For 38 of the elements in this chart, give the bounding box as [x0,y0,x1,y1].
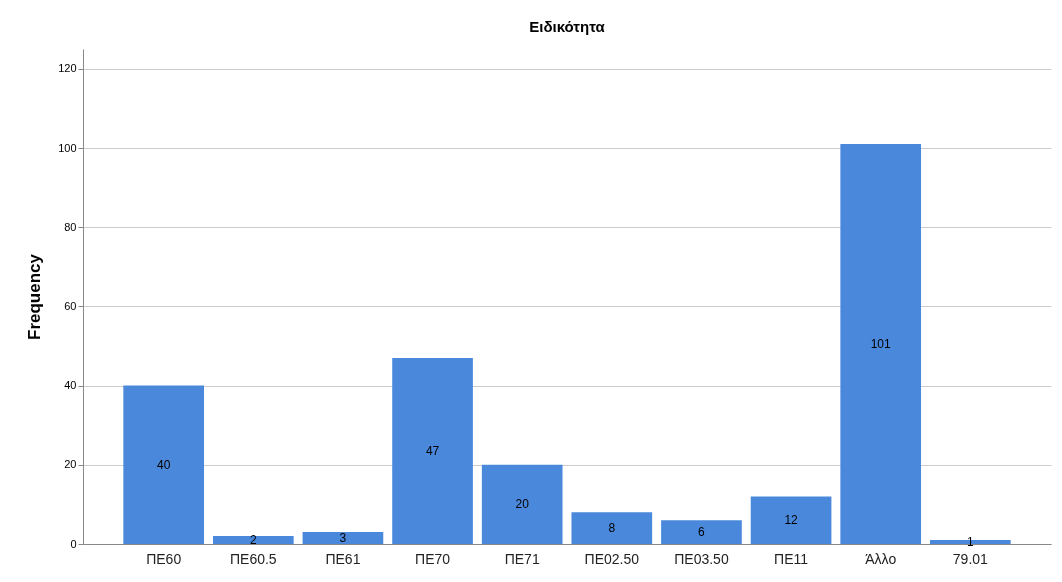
bar [302,532,384,544]
bar [571,512,653,544]
chart-title: Ειδικότητα [529,18,606,35]
bar [392,357,473,544]
bar [840,144,922,544]
bar [212,536,294,544]
bar [661,520,742,544]
x-tick-label: ΠΕ70 [415,550,451,567]
data-label: 8 [608,521,616,536]
y-axis-title: Frequency [25,253,45,340]
x-tick-label: ΠΕ02.50 [584,550,640,567]
data-label: 40 [156,457,171,472]
y-tick-label: 100 [58,141,77,154]
bar [123,385,204,544]
data-label: 101 [870,337,892,352]
data-label: 2 [249,533,257,548]
data-label: 47 [425,443,440,458]
y-tick-label: 80 [64,220,77,233]
x-tick-label: ΠΕ71 [504,550,540,567]
x-tick-label: ΠΕ11 [774,550,809,567]
x-tick-label: ΠΕ60.5 [229,550,277,567]
x-tick-label: ΠΕ60 [146,550,182,567]
y-tick-label: 40 [64,379,77,392]
bar [750,496,832,544]
data-label: 12 [784,513,799,528]
data-label: 1 [966,535,974,550]
y-tick-label: 120 [58,62,77,75]
data-label: 6 [698,525,706,540]
y-tick-label: 60 [64,299,77,312]
data-label: 3 [339,531,347,546]
x-tick-label: ΠΕ61 [325,550,361,567]
x-tick-label: 79.01 [952,550,989,567]
y-tick-label: 20 [64,458,77,471]
x-tick-label: Άλλο [865,550,897,567]
x-tick-label: ΠΕ03.50 [674,550,729,567]
data-label: 20 [515,497,530,512]
bar [481,464,563,544]
y-tick-label: 0 [70,537,77,550]
